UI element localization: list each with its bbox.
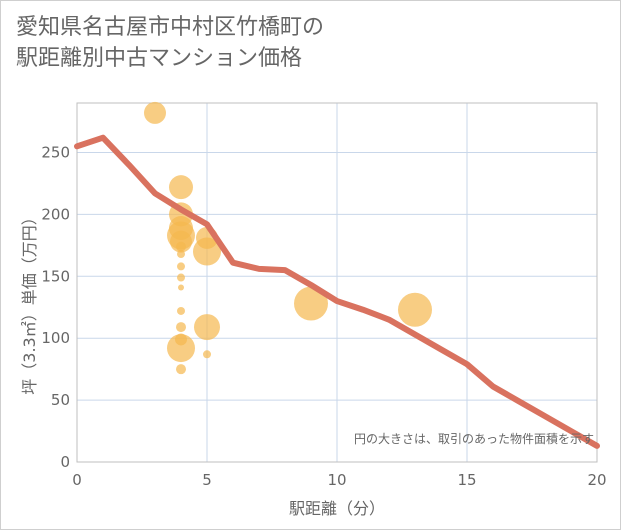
bubble-point[interactable]: [194, 314, 220, 341]
x-tick-label: 20: [587, 471, 606, 489]
grid-lines: [77, 103, 597, 462]
y-tick-label: 50: [51, 391, 70, 409]
size-annotation: 円の大きさは、取引のあった物件面積を示す: [354, 431, 594, 446]
bubble-point[interactable]: [177, 250, 185, 259]
chart-title-line-1: 愛知県名古屋市中村区竹橋町の: [16, 15, 325, 40]
bubble-point[interactable]: [176, 241, 186, 252]
bubble-point[interactable]: [193, 237, 221, 266]
y-tick-label: 150: [41, 267, 70, 285]
x-tick-label: 10: [327, 471, 346, 489]
bubble-point[interactable]: [178, 284, 184, 291]
chart-title-line-2: 駅距離別中古マンション価格: [16, 46, 303, 71]
y-tick-label: 100: [41, 329, 70, 347]
plot-area: [76, 102, 598, 463]
bubble-point[interactable]: [177, 273, 185, 282]
x-tick-label: 5: [202, 471, 212, 489]
y-tick-label: 0: [60, 453, 70, 471]
x-axis-label: 駅距離（分）: [289, 499, 385, 518]
x-tick-label: 0: [72, 471, 82, 489]
bubble-point[interactable]: [398, 292, 432, 327]
bubble-point[interactable]: [144, 101, 166, 124]
y-axis-label: 坪（3.3㎡）単価（万円）: [20, 209, 39, 394]
y-tick-label: 200: [41, 205, 70, 223]
y-tick-label: 250: [41, 144, 70, 162]
chart-title: 愛知県名古屋市中村区竹橋町の 駅距離別中古マンション価格: [16, 12, 324, 74]
bubble-point[interactable]: [294, 286, 328, 321]
bubble-point[interactable]: [169, 175, 193, 200]
bubble-point[interactable]: [176, 364, 186, 375]
bubble-point[interactable]: [203, 350, 211, 359]
bubble-point[interactable]: [177, 262, 185, 271]
bubble-series: [144, 101, 432, 375]
trend-line: [74, 134, 600, 449]
x-tick-label: 15: [457, 471, 476, 489]
bubble-point[interactable]: [176, 322, 186, 333]
bubble-point[interactable]: [177, 306, 185, 315]
bubble-point[interactable]: [167, 334, 195, 363]
